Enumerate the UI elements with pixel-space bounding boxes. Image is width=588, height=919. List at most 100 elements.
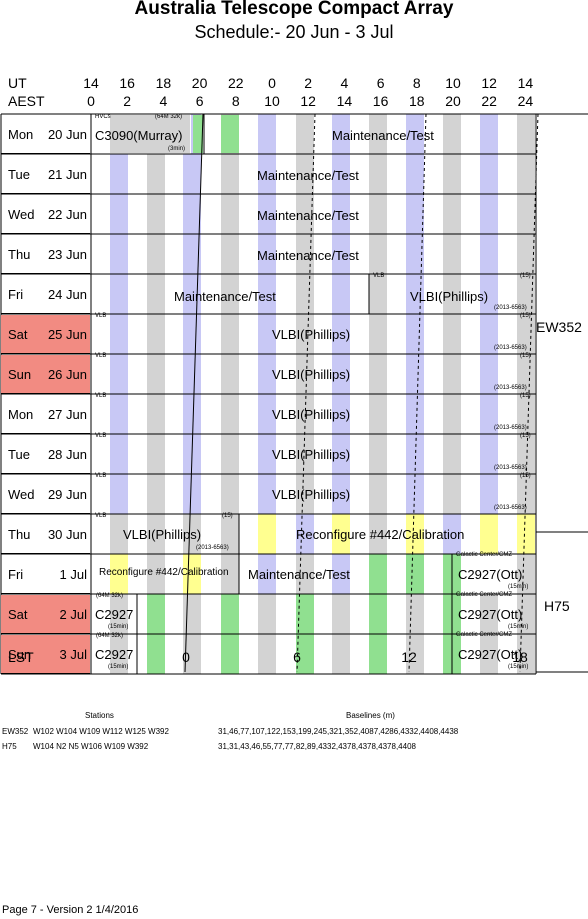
block-bg xyxy=(443,514,461,554)
night-stripe xyxy=(332,474,350,514)
block-bg xyxy=(110,634,128,674)
block-cycle: (15min) xyxy=(108,664,129,670)
aest-hour-label: 18 xyxy=(409,93,425,109)
night-stripe xyxy=(443,434,461,474)
block-correlator: (2013-6563) xyxy=(196,545,229,551)
day-label-row: Mon 27 Jun xyxy=(1,395,90,434)
block-tag: VLB xyxy=(95,473,107,479)
block-bg xyxy=(332,634,350,674)
block-reconfigure[interactable]: Reconfigure #442/Calibration xyxy=(99,567,229,578)
block-bg xyxy=(221,514,239,554)
night-stripe xyxy=(110,434,128,474)
night-stripe xyxy=(221,354,239,394)
night-stripe xyxy=(480,354,498,394)
block-maintenance[interactable]: Maintenance/Test xyxy=(257,208,359,223)
ut-hour-label: 22 xyxy=(228,75,244,91)
block-tag: VLB xyxy=(373,273,385,279)
night-stripe xyxy=(480,194,498,234)
obs-stripe xyxy=(296,594,314,634)
night-stripe xyxy=(369,194,387,234)
block-tag: VLB xyxy=(95,313,107,319)
block-bg xyxy=(183,634,201,674)
night-stripe xyxy=(480,434,498,474)
lst-0-line xyxy=(184,113,204,673)
day-label-row: Fri 1 Jul xyxy=(1,555,90,594)
obs-stripe xyxy=(406,554,424,594)
block-project[interactable]: C2927 xyxy=(95,647,134,662)
night-stripe xyxy=(110,354,128,394)
night-stripe xyxy=(406,354,424,394)
aest-hour-label: 20 xyxy=(445,93,461,109)
night-stripe xyxy=(110,154,128,194)
night-stripe xyxy=(369,474,387,514)
lst-tick-label: 12 xyxy=(401,649,417,665)
aest-hour-label: 22 xyxy=(481,93,497,109)
night-stripe xyxy=(443,394,461,434)
block-bg xyxy=(110,514,128,554)
block-maintenance[interactable]: Maintenance/Test xyxy=(332,128,434,143)
block-tag: VLB xyxy=(95,393,107,399)
block-project[interactable]: C2927 xyxy=(95,607,134,622)
night-stripe xyxy=(332,194,350,234)
lst-tick-label: 18 xyxy=(512,649,528,665)
block-bg xyxy=(258,554,276,594)
config-row-baselines: 31,46,77,107,122,153,199,245,321,352,408… xyxy=(218,727,459,736)
aest-hour-label: 16 xyxy=(372,93,389,109)
block-tag: Galactic Center/CMZ xyxy=(456,632,513,638)
reconfig-stripe xyxy=(517,514,535,554)
block-reconfigure[interactable]: Reconfigure #442/Calibration xyxy=(296,527,465,542)
block-project[interactable]: C2927(Ott) xyxy=(458,647,523,662)
night-stripe xyxy=(517,434,535,474)
day-date: 28 Jun xyxy=(47,446,87,462)
day-date: 30 Jun xyxy=(47,526,87,542)
day-name: Sun xyxy=(8,366,32,382)
night-stripe xyxy=(258,114,276,154)
config-row-baselines: 31,31,43,46,55,77,77,82,89,4332,4378,437… xyxy=(218,742,416,751)
ut-hour-label: 14 xyxy=(517,75,534,91)
aest-hour-label: 4 xyxy=(159,93,168,109)
night-stripe xyxy=(480,234,498,274)
block-tag: VLB xyxy=(95,513,107,519)
night-stripe xyxy=(147,474,165,514)
block-correlator: (64M 32k) xyxy=(96,633,124,639)
block-cycle: (15min) xyxy=(508,624,529,630)
block-project[interactable]: C2927(Ott) xyxy=(458,567,523,582)
block-project[interactable]: VLBI(Phillips) xyxy=(272,367,351,382)
day-date: 20 Jun xyxy=(47,126,87,142)
page-footer: Page 7 - Version 2 1/4/2016 xyxy=(2,904,139,916)
block-project[interactable]: VLBI(Phillips) xyxy=(272,407,351,422)
night-stripe xyxy=(258,394,276,434)
day-label-row: Sun 26 Jun xyxy=(1,355,90,394)
block-project[interactable]: C3090(Murray) xyxy=(95,128,183,143)
aest-hour-label: 10 xyxy=(264,93,280,109)
night-stripe xyxy=(443,274,461,314)
block-tag: VLB xyxy=(95,433,107,439)
night-stripe xyxy=(147,194,165,234)
ut-hour-label: 18 xyxy=(155,75,172,91)
block-maintenance[interactable]: Maintenance/Test xyxy=(257,248,359,263)
lst-label: LST xyxy=(8,649,34,665)
obs-stripe xyxy=(296,634,314,674)
block-maintenance[interactable]: Maintenance/Test xyxy=(257,168,359,183)
block-bg xyxy=(110,594,128,634)
block-project[interactable]: VLBI(Phillips) xyxy=(123,527,202,542)
block-maintenance[interactable]: Maintenance/Test xyxy=(248,567,350,582)
block-project[interactable]: VLBI(Phillips) xyxy=(410,289,489,304)
night-stripe xyxy=(258,314,276,354)
night-stripe xyxy=(147,154,165,194)
day-label-row: Wed 29 Jun xyxy=(1,475,90,514)
block-bg xyxy=(480,594,498,634)
block-project[interactable]: VLBI(Phillips) xyxy=(272,447,351,462)
block-project[interactable]: C2927(Ott) xyxy=(458,607,523,622)
block-project[interactable]: VLBI(Phillips) xyxy=(272,327,351,342)
block-tag: HVCs xyxy=(95,114,111,120)
block-maintenance[interactable]: Maintenance/Test xyxy=(174,289,276,304)
night-stripe xyxy=(517,354,535,394)
night-stripe xyxy=(517,274,535,314)
aest-label: AEST xyxy=(8,93,45,109)
night-stripe xyxy=(443,194,461,234)
day-date: 21 Jun xyxy=(47,166,87,182)
block-project[interactable]: VLBI(Phillips) xyxy=(272,487,351,502)
aest-hour-label: 24 xyxy=(517,93,534,109)
night-stripe xyxy=(369,274,387,314)
